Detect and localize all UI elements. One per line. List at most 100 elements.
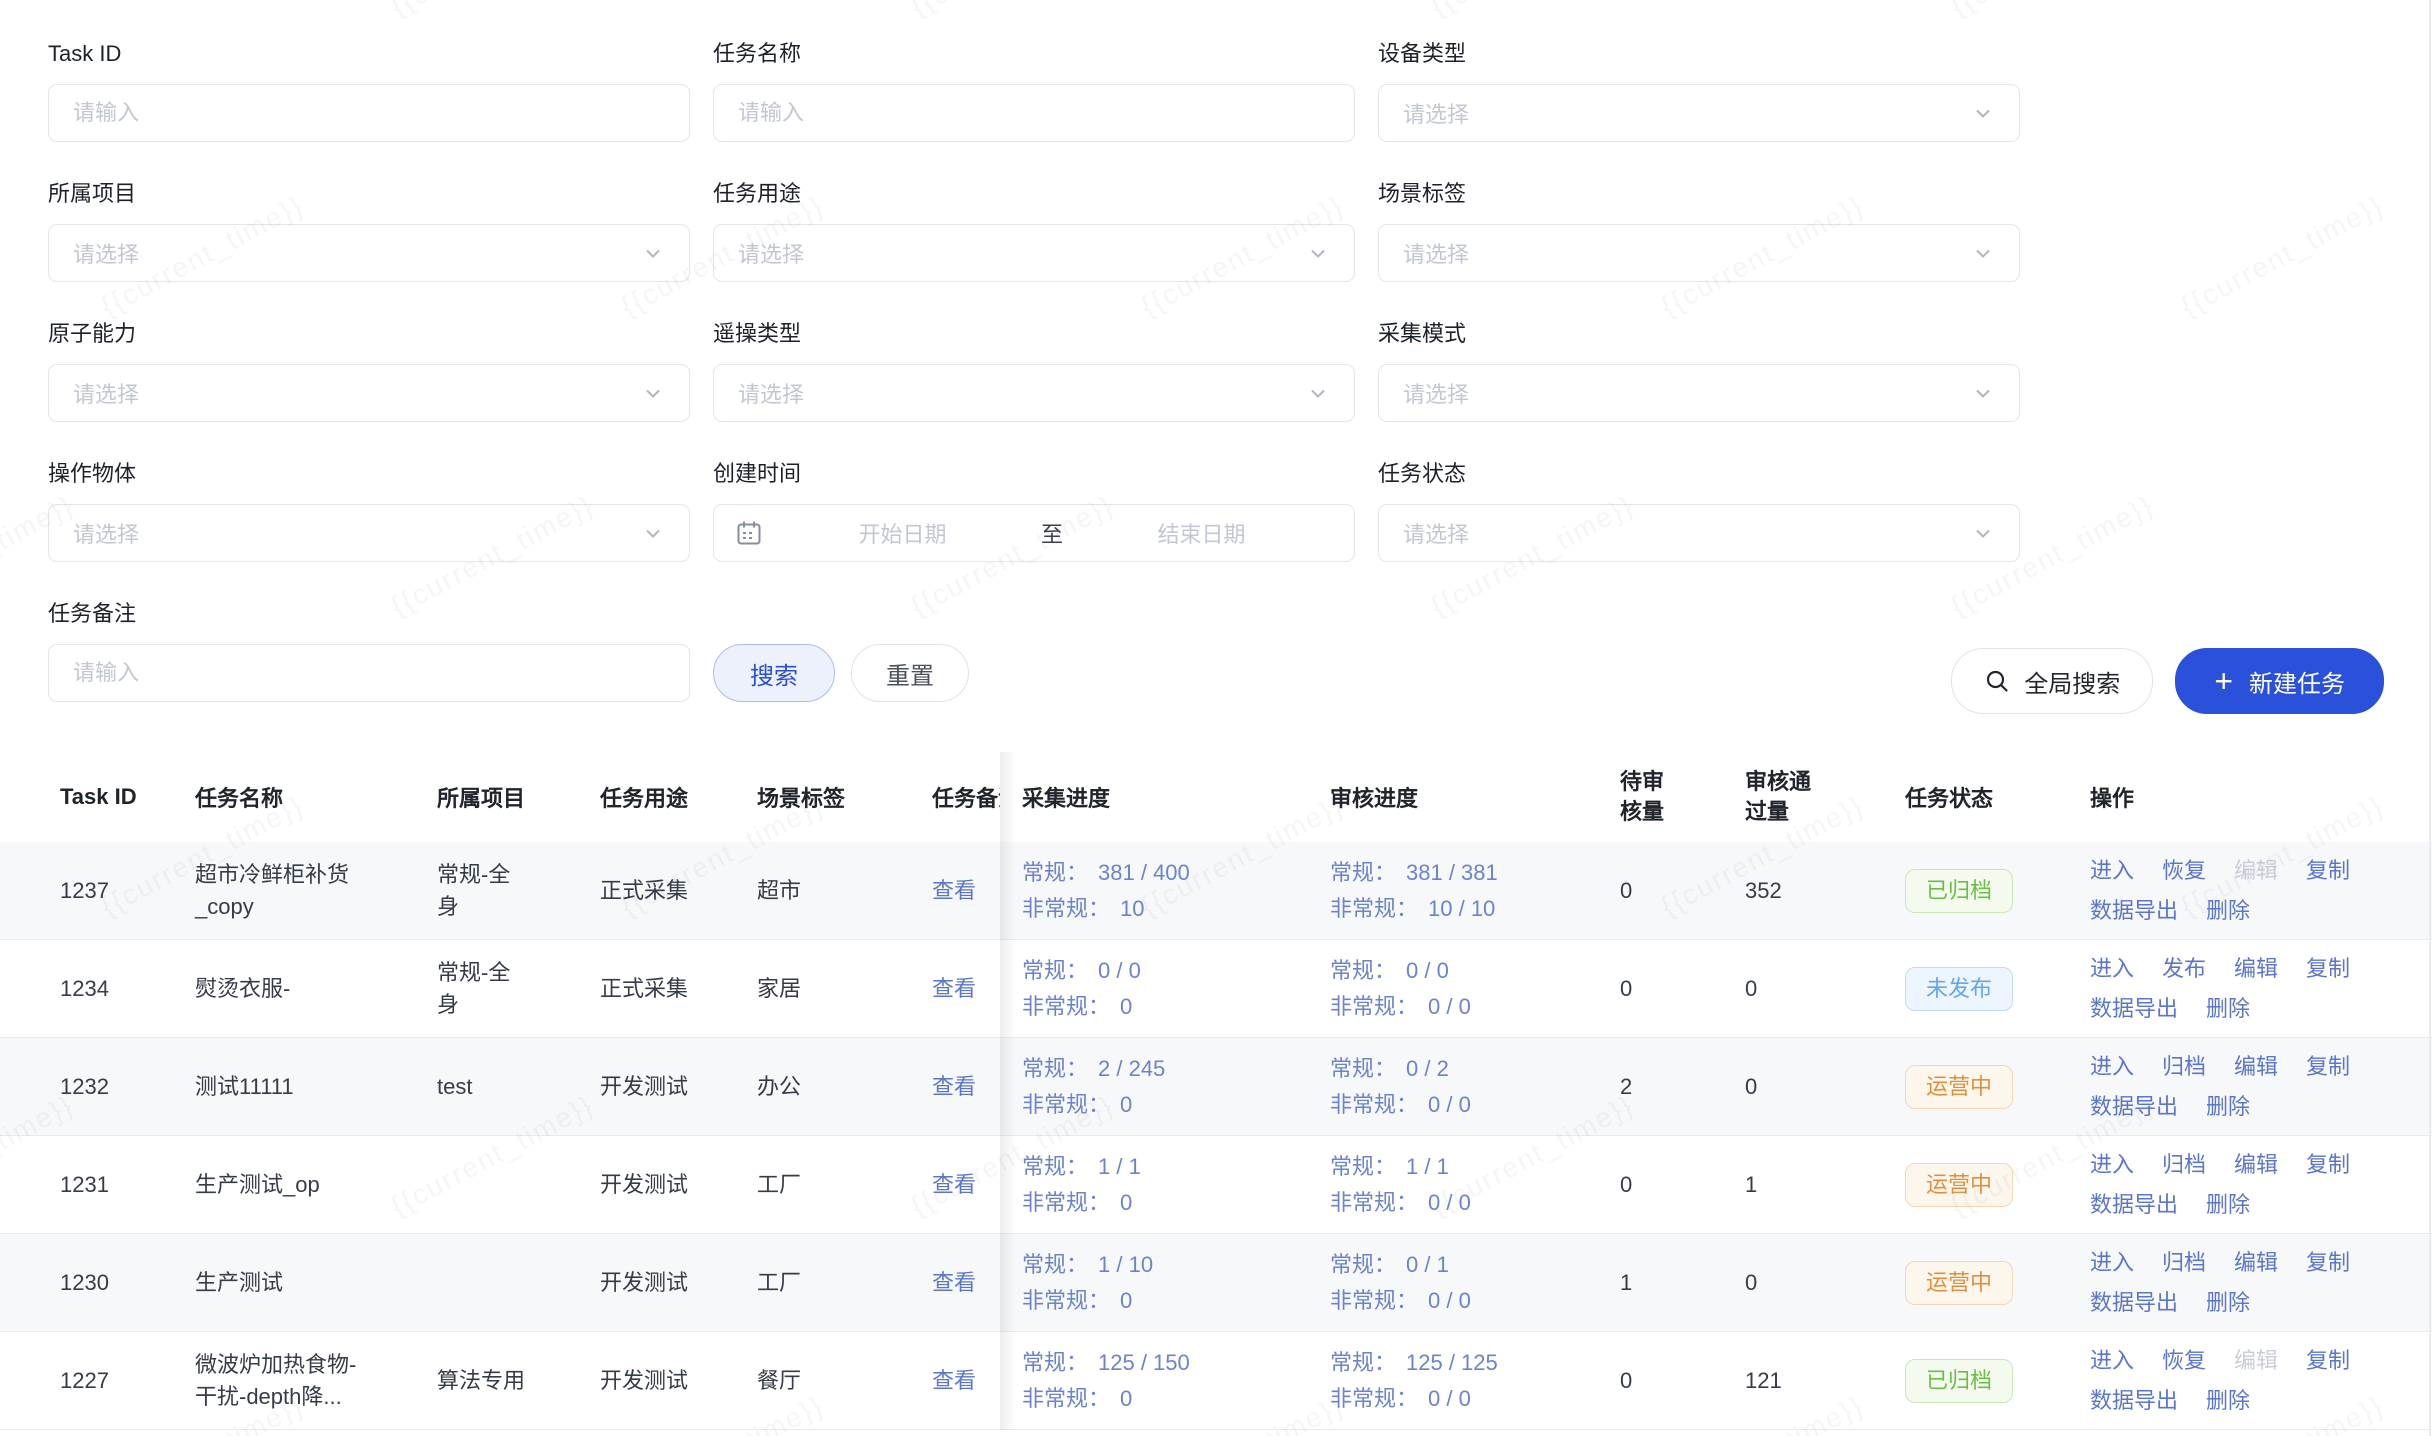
table-row: 1227 微波炉加热食物-干扰-depth降... 算法专用 开发测试 餐厅 查…: [0, 1332, 2432, 1430]
cell-purpose: 开发测试: [600, 1169, 757, 1201]
operate-object-select[interactable]: 请选择: [48, 504, 690, 562]
action-link[interactable]: 编辑: [2234, 1149, 2278, 1181]
action-link[interactable]: 进入: [2090, 1247, 2134, 1279]
action-link[interactable]: 进入: [2090, 1051, 2134, 1083]
action-link[interactable]: 归档: [2162, 1247, 2206, 1279]
cell-collect-progress: 常规：0 / 0 非常规：0: [1022, 955, 1330, 1023]
filter-field-collect-mode: 采集模式 请选择: [1378, 320, 2020, 422]
action-link[interactable]: 删除: [2206, 1091, 2250, 1123]
cell-actions: 进入恢复编辑复制 数据导出删除: [2090, 855, 2432, 927]
filter-label: Task ID: [48, 40, 690, 68]
col-header-approved-count: 审核通过量: [1745, 767, 1905, 827]
view-remark-link[interactable]: 查看: [932, 973, 976, 1005]
top-action-buttons: 全局搜索 + 新建任务: [1951, 648, 2384, 714]
col-header-task-id: Task ID: [60, 784, 195, 810]
cell-review-progress: 常规：0 / 2 非常规：0 / 0: [1330, 1053, 1620, 1121]
teleop-type-select[interactable]: 请选择: [713, 364, 1355, 422]
action-link[interactable]: 编辑: [2234, 1247, 2278, 1279]
cell-collect-progress: 常规：381 / 400 非常规：10: [1022, 857, 1330, 925]
reset-button[interactable]: 重置: [851, 644, 969, 702]
cell-scene: 超市: [757, 875, 932, 907]
cell-purpose: 正式采集: [600, 875, 757, 907]
action-link[interactable]: 数据导出: [2090, 1287, 2178, 1319]
cell-task-name: 测试11111: [195, 1071, 437, 1103]
cell-status: 未发布: [1905, 967, 2090, 1011]
action-link[interactable]: 数据导出: [2090, 1385, 2178, 1417]
cell-project: test: [437, 1071, 600, 1103]
project-select[interactable]: 请选择: [48, 224, 690, 282]
search-icon: [1984, 668, 2010, 694]
filter-last-row: 任务备注 搜索 重置 全局搜索 + 新建任务: [0, 562, 2432, 702]
task-purpose-select[interactable]: 请选择: [713, 224, 1355, 282]
action-link[interactable]: 删除: [2206, 1189, 2250, 1221]
filter-field-task-name: 任务名称: [713, 40, 1355, 142]
view-remark-link[interactable]: 查看: [932, 1071, 976, 1103]
form-buttons: 搜索 重置: [713, 644, 969, 702]
cell-collect-progress: 常规：1 / 1 非常规：0: [1022, 1151, 1330, 1219]
action-link[interactable]: 进入: [2090, 1345, 2134, 1377]
action-link[interactable]: 删除: [2206, 895, 2250, 927]
action-link[interactable]: 数据导出: [2090, 1091, 2178, 1123]
filter-label: 任务状态: [1378, 460, 2020, 488]
action-link[interactable]: 恢复: [2162, 1345, 2206, 1377]
view-remark-link[interactable]: 查看: [932, 1169, 976, 1201]
task-name-input[interactable]: [713, 84, 1355, 142]
create-task-button[interactable]: + 新建任务: [2175, 648, 2384, 714]
cell-approved-count: 1: [1745, 1169, 1905, 1201]
status-badge: 已归档: [1905, 1359, 2013, 1403]
chevron-down-icon: [1971, 521, 1995, 545]
action-link[interactable]: 数据导出: [2090, 1189, 2178, 1221]
search-button[interactable]: 搜索: [713, 644, 835, 702]
cell-approved-count: 0: [1745, 1071, 1905, 1103]
filter-label: 采集模式: [1378, 320, 2020, 348]
action-link[interactable]: 进入: [2090, 855, 2134, 887]
action-link[interactable]: 复制: [2306, 1345, 2350, 1377]
filter-field-atomic-ability: 原子能力 请选择: [48, 320, 690, 422]
view-remark-link[interactable]: 查看: [932, 875, 976, 907]
cell-task-id: 1230: [60, 1267, 195, 1299]
action-link[interactable]: 编辑: [2234, 953, 2278, 985]
cell-pending-count: 0: [1620, 973, 1745, 1005]
col-header-status: 任务状态: [1905, 781, 2090, 813]
action-link[interactable]: 归档: [2162, 1051, 2206, 1083]
atomic-ability-select[interactable]: 请选择: [48, 364, 690, 422]
action-link[interactable]: 编辑: [2234, 1051, 2278, 1083]
cell-project: 算法专用: [437, 1365, 600, 1397]
table-body: 1237 超市冷鲜柜补货_copy 常规-全身 正式采集 超市 查看 常规：38…: [0, 842, 2432, 1430]
view-remark-link[interactable]: 查看: [932, 1267, 976, 1299]
start-date-placeholder: 开始日期: [770, 517, 1035, 549]
action-link[interactable]: 复制: [2306, 1051, 2350, 1083]
action-link[interactable]: 删除: [2206, 1287, 2250, 1319]
task-remark-input[interactable]: [48, 644, 690, 702]
plus-icon: +: [2214, 665, 2233, 697]
action-link[interactable]: 复制: [2306, 1149, 2350, 1181]
cell-approved-count: 121: [1745, 1365, 1905, 1397]
cell-review-progress: 常规：1 / 1 非常规：0 / 0: [1330, 1151, 1620, 1219]
action-link[interactable]: 复制: [2306, 855, 2350, 887]
action-link[interactable]: 删除: [2206, 993, 2250, 1025]
device-type-select[interactable]: 请选择: [1378, 84, 2020, 142]
action-link[interactable]: 复制: [2306, 953, 2350, 985]
task-id-input[interactable]: [48, 84, 690, 142]
view-remark-link[interactable]: 查看: [932, 1365, 976, 1397]
chevron-down-icon: [641, 381, 665, 405]
task-management-page: {{current_time}}{{current_time}}{{curren…: [0, 0, 2432, 1436]
action-link[interactable]: 数据导出: [2090, 895, 2178, 927]
task-status-select[interactable]: 请选择: [1378, 504, 2020, 562]
collect-mode-select[interactable]: 请选择: [1378, 364, 2020, 422]
col-header-scene: 场景标签: [757, 781, 932, 813]
action-link[interactable]: 进入: [2090, 953, 2134, 985]
action-link[interactable]: 删除: [2206, 1385, 2250, 1417]
filter-label: 场景标签: [1378, 180, 2020, 208]
create-time-range-picker[interactable]: 开始日期 至 结束日期: [713, 504, 1355, 562]
global-search-button[interactable]: 全局搜索: [1951, 648, 2153, 714]
action-link[interactable]: 进入: [2090, 1149, 2134, 1181]
chevron-down-icon: [1306, 381, 1330, 405]
action-link[interactable]: 恢复: [2162, 855, 2206, 887]
action-link[interactable]: 发布: [2162, 953, 2206, 985]
filter-form: Task ID 任务名称 设备类型 请选择 所属项目 请选择 任务用途 请选择: [0, 0, 2432, 562]
action-link[interactable]: 数据导出: [2090, 993, 2178, 1025]
action-link[interactable]: 归档: [2162, 1149, 2206, 1181]
scene-tag-select[interactable]: 请选择: [1378, 224, 2020, 282]
action-link[interactable]: 复制: [2306, 1247, 2350, 1279]
